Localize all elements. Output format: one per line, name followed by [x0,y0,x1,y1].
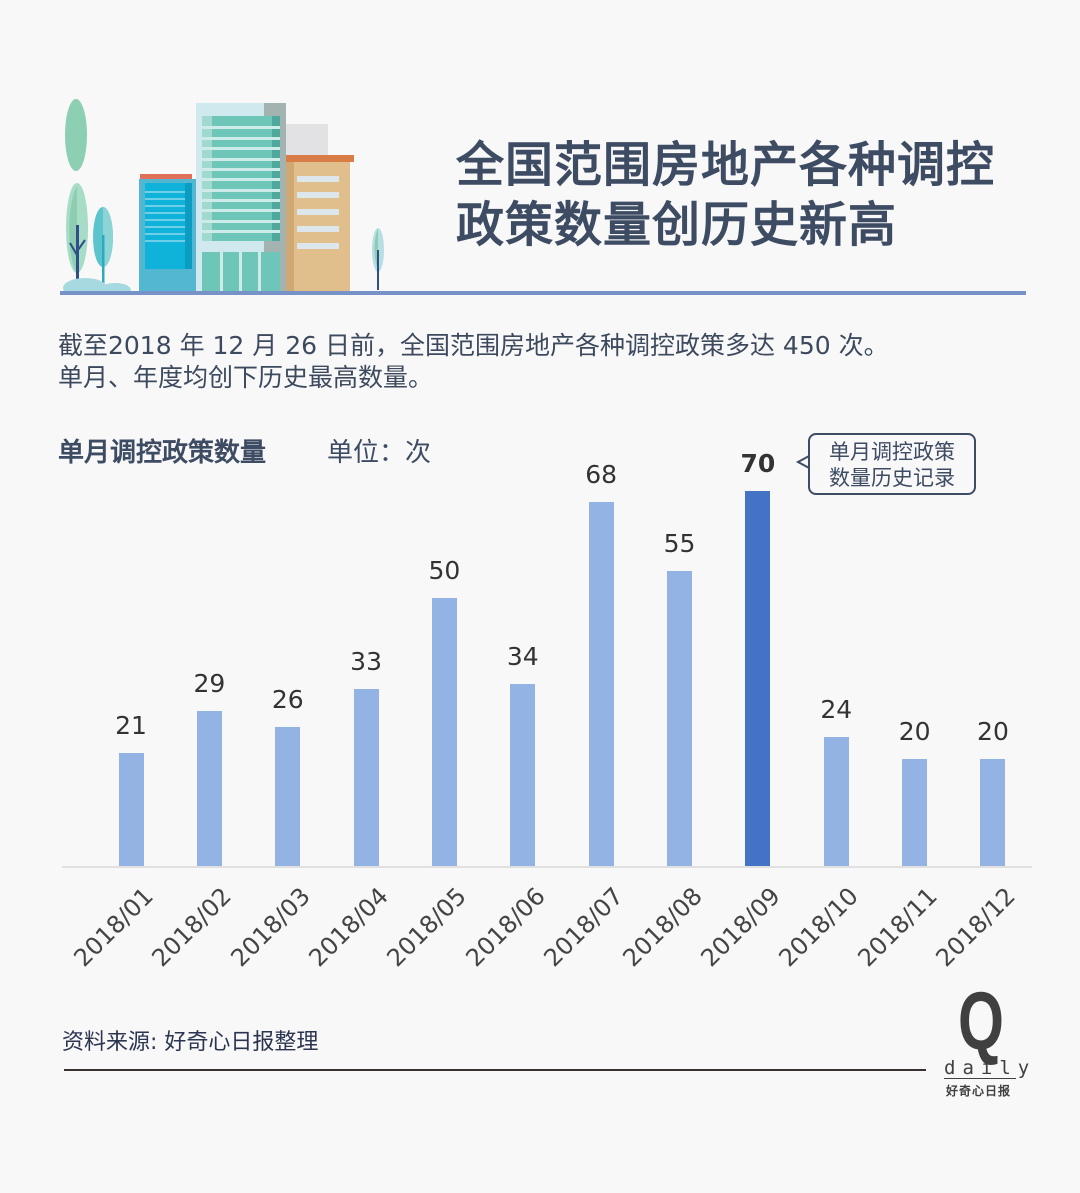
bar [196,710,222,866]
bar-value-label: 20 [977,716,1009,746]
bar-value-label: 34 [506,641,539,671]
bar [745,490,771,866]
bar-value-label: 29 [193,668,226,698]
bar [588,501,614,866]
record-callout: 单月调控政策 数量历史记录 [808,433,976,495]
chart-title: 单月调控政策数量 [58,438,267,468]
bar [510,683,536,866]
bar [275,726,301,866]
chart-unit: 单位：次 [327,438,432,468]
intro-text: 截至2018 年 12 月 26 日前，全国范围房地产各种调控政策多达 450 … [58,330,889,394]
callout-line-2: 数量历史记录 [829,466,955,490]
bar [431,598,457,866]
bar [980,758,1006,866]
qdaily-logo-cn: 好奇心日报 [946,1084,1012,1098]
footer-divider [64,1069,926,1071]
bar [353,689,379,866]
intro-line-2: 单月、年度均创下历史最高数量。 [58,363,434,392]
bar-value-label: 50 [428,556,461,585]
buildings-illustration [55,95,395,295]
page-title: 全国范围房地产各种调控 政策数量创历史新高 [456,135,1056,255]
bar-value-label: 55 [663,529,696,559]
bar-value-label: 24 [820,695,853,725]
bar [823,737,849,866]
bar [667,571,693,866]
bar-value-label: 20 [898,716,931,746]
bar-value-label: 70 [740,448,776,478]
callout-pointer-icon [795,454,811,470]
bar [118,753,144,866]
bar-value-label: 33 [350,647,382,677]
bar-value-label: 21 [115,711,147,741]
qdaily-logo-letter: Q [958,976,1004,1067]
bar-value-label: 26 [271,684,304,714]
callout-line-1: 单月调控政策 [829,440,955,464]
source-note: 资料来源: 好奇心日报整理 [62,1030,319,1055]
intro-line-1: 截至2018 年 12 月 26 日前，全国范围房地产各种调控政策多达 450 … [58,331,889,360]
bar-value-label: 68 [585,459,618,489]
bar [902,758,928,866]
header-divider [60,291,1026,295]
title-line-2: 政策数量创历史新高 [456,197,898,253]
title-line-1: 全国范围房地产各种调控 [456,137,996,193]
qdaily-logo-word: daily [944,1057,1037,1079]
bar-chart: 21 2018/01 29 2018/02 26 2018/03 33 2018/04 50 20… [68,448,1020,973]
x-axis-baseline [62,866,1032,868]
